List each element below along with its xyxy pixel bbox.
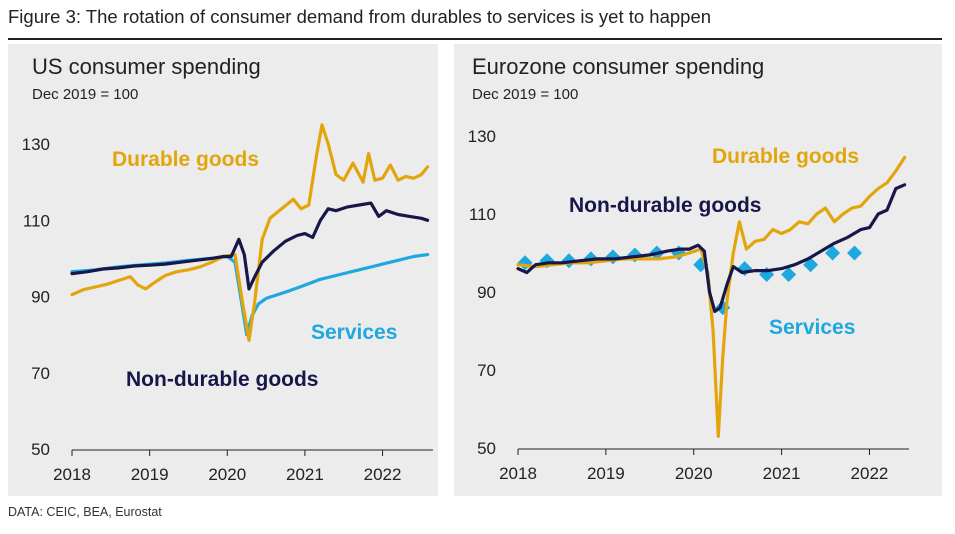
us-non-durable-goods-label: Non-durable goods xyxy=(126,368,319,391)
eurozone-y-tick-label: 130 xyxy=(468,127,496,146)
us-durable-goods-label: Durable goods xyxy=(112,148,259,171)
eurozone-chart-panel: Eurozone consumer spending Dec 2019 = 10… xyxy=(454,44,942,496)
eurozone-services-label: Services xyxy=(769,316,855,339)
eurozone-x-tick-label: 2018 xyxy=(499,464,537,483)
eurozone-services-point xyxy=(737,261,753,277)
eurozone-services-point xyxy=(847,245,863,261)
eurozone-services-point xyxy=(781,266,797,282)
us-durable-goods-line xyxy=(70,123,430,342)
us-x-tick-label: 2022 xyxy=(364,465,402,484)
us-x-tick-label: 2019 xyxy=(131,465,169,484)
eurozone-y-tick-label: 90 xyxy=(477,283,496,302)
eurozone-x-tick-label: 2020 xyxy=(675,464,713,483)
eurozone-x-tick-label: 2021 xyxy=(763,464,801,483)
eurozone-non-durable-goods-line xyxy=(516,183,907,314)
us-x-tick-label: 2021 xyxy=(286,465,324,484)
title-rule xyxy=(8,38,942,40)
eurozone-services-point xyxy=(825,245,841,261)
eurozone-y-tick-label: 110 xyxy=(469,205,496,224)
us-x-tick-label: 2020 xyxy=(208,465,246,484)
eurozone-non-durable-goods-label: Non-durable goods xyxy=(569,194,762,217)
figure-title: Figure 3: The rotation of consumer deman… xyxy=(8,6,712,27)
eurozone-x-tick-label: 2019 xyxy=(587,464,625,483)
us-y-tick-label: 50 xyxy=(31,440,50,459)
us-chart-title: US consumer spending xyxy=(32,54,261,79)
us-y-tick-label: 110 xyxy=(23,211,50,230)
eurozone-y-tick-label: 50 xyxy=(477,439,496,458)
us-non-durable-goods-line xyxy=(70,201,430,291)
us-y-tick-label: 70 xyxy=(31,364,50,383)
source-note: DATA: CEIC, BEA, Eurostat xyxy=(8,505,162,519)
us-services-label: Services xyxy=(311,321,397,344)
eurozone-x-tick-label: 2022 xyxy=(851,464,889,483)
us-chart-panel: US consumer spending Dec 2019 = 100 130 1… xyxy=(8,44,438,496)
us-y-tick-label: 130 xyxy=(22,135,50,154)
eurozone-chart-subtitle: Dec 2019 = 100 xyxy=(472,86,579,103)
eurozone-durable-goods-label: Durable goods xyxy=(712,145,859,168)
eurozone-chart-title: Eurozone consumer spending xyxy=(472,54,765,79)
eurozone-y-tick-label: 70 xyxy=(477,361,496,380)
us-chart-subtitle: Dec 2019 = 100 xyxy=(32,86,139,103)
us-x-tick-label: 2018 xyxy=(53,465,91,484)
us-y-tick-label: 90 xyxy=(31,288,50,307)
